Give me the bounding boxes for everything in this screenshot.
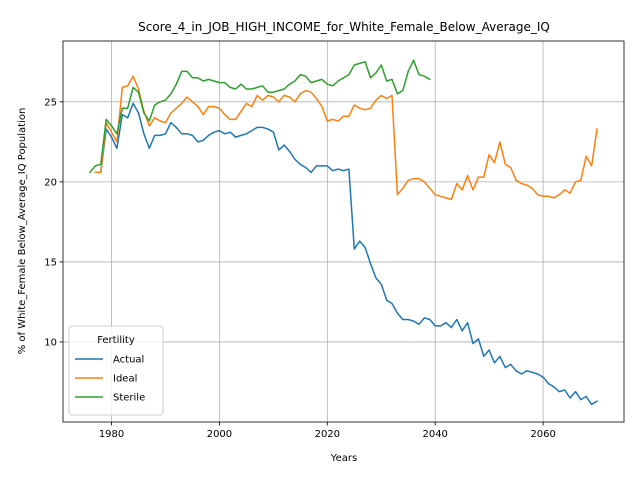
legend-label-ideal: Ideal	[113, 374, 137, 385]
legend-box	[68, 325, 164, 416]
chart-title: Score_4_in_JOB_HIGH_INCOME_for_White_Fem…	[138, 20, 550, 34]
plot-frame	[62, 40, 625, 423]
x-tick-label: 2060	[530, 429, 555, 440]
y-axis-label: % of White_Female Below_Average_IQ Popul…	[17, 108, 28, 355]
x-tick-label: 2000	[207, 429, 232, 440]
series-line-sterile	[88, 59, 431, 174]
y-tick-label: 20	[44, 177, 57, 188]
series-line-ideal	[94, 75, 598, 201]
x-tick-label: 1980	[99, 429, 124, 440]
x-tick-label: 2040	[422, 429, 447, 440]
series-lines	[88, 59, 599, 406]
legend: Fertility Actual Ideal Sterile	[68, 325, 164, 416]
legend-label-sterile: Sterile	[113, 393, 145, 404]
grid	[63, 41, 624, 422]
series-line-actual	[94, 102, 599, 406]
y-axis-ticks: 10 15 20 25	[44, 97, 63, 348]
x-axis-ticks: 1980 2000 2020 2040 2060	[99, 422, 556, 440]
y-tick-label: 15	[44, 257, 57, 268]
legend-title: Fertility	[97, 335, 135, 346]
y-tick-label: 10	[44, 337, 57, 348]
legend-label-actual: Actual	[113, 355, 144, 366]
y-tick-label: 25	[44, 97, 57, 108]
x-axis-label: Years	[330, 453, 357, 464]
x-tick-label: 2020	[315, 429, 340, 440]
